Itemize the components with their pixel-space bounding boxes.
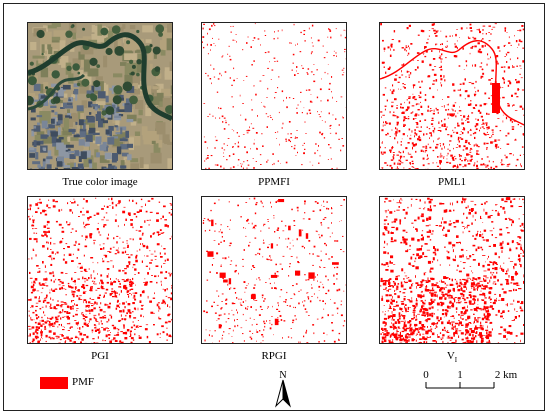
true-color-caption: True color image bbox=[27, 176, 173, 188]
pgi-map bbox=[28, 197, 172, 343]
true-color-image-panel bbox=[27, 22, 173, 170]
rpgi-map bbox=[202, 197, 346, 343]
satellite-image bbox=[28, 23, 172, 169]
north-label: N bbox=[279, 370, 286, 381]
pgi-caption: PGI bbox=[27, 350, 173, 362]
scale-tick-0: 0 bbox=[423, 369, 429, 381]
caption-text: RPGI bbox=[261, 350, 287, 362]
scale-bar: 0 1 2 km bbox=[423, 369, 518, 389]
ppmfi-panel bbox=[201, 22, 347, 170]
pmli-map bbox=[380, 23, 524, 169]
rpgi-panel bbox=[201, 196, 347, 344]
caption-text: PPMFI bbox=[258, 176, 290, 188]
ppmfi-caption: PPMFI bbox=[201, 176, 347, 188]
caption-text: True color image bbox=[62, 176, 138, 188]
caption-text: PGI bbox=[91, 350, 109, 362]
pgi-panel bbox=[27, 196, 173, 344]
ppmfi-map bbox=[202, 23, 346, 169]
caption-text: PML1 bbox=[437, 176, 467, 188]
pml1-caption: PML1 bbox=[379, 176, 525, 188]
scale-tick-2: 2 km bbox=[495, 369, 518, 381]
pml1-panel bbox=[379, 22, 525, 170]
scale-tick-1: 1 bbox=[457, 369, 463, 381]
caption-subscript: I bbox=[454, 356, 458, 365]
pmf-legend-label: PMF bbox=[72, 376, 95, 388]
north-arrow-icon: N bbox=[275, 370, 291, 408]
rpgi-caption: RPGI bbox=[201, 350, 347, 362]
vi-caption: VI bbox=[379, 350, 525, 364]
vi-map bbox=[380, 197, 524, 343]
pmf-legend-swatch bbox=[40, 377, 68, 389]
vi-panel bbox=[379, 196, 525, 344]
caption-text: V bbox=[446, 350, 455, 362]
